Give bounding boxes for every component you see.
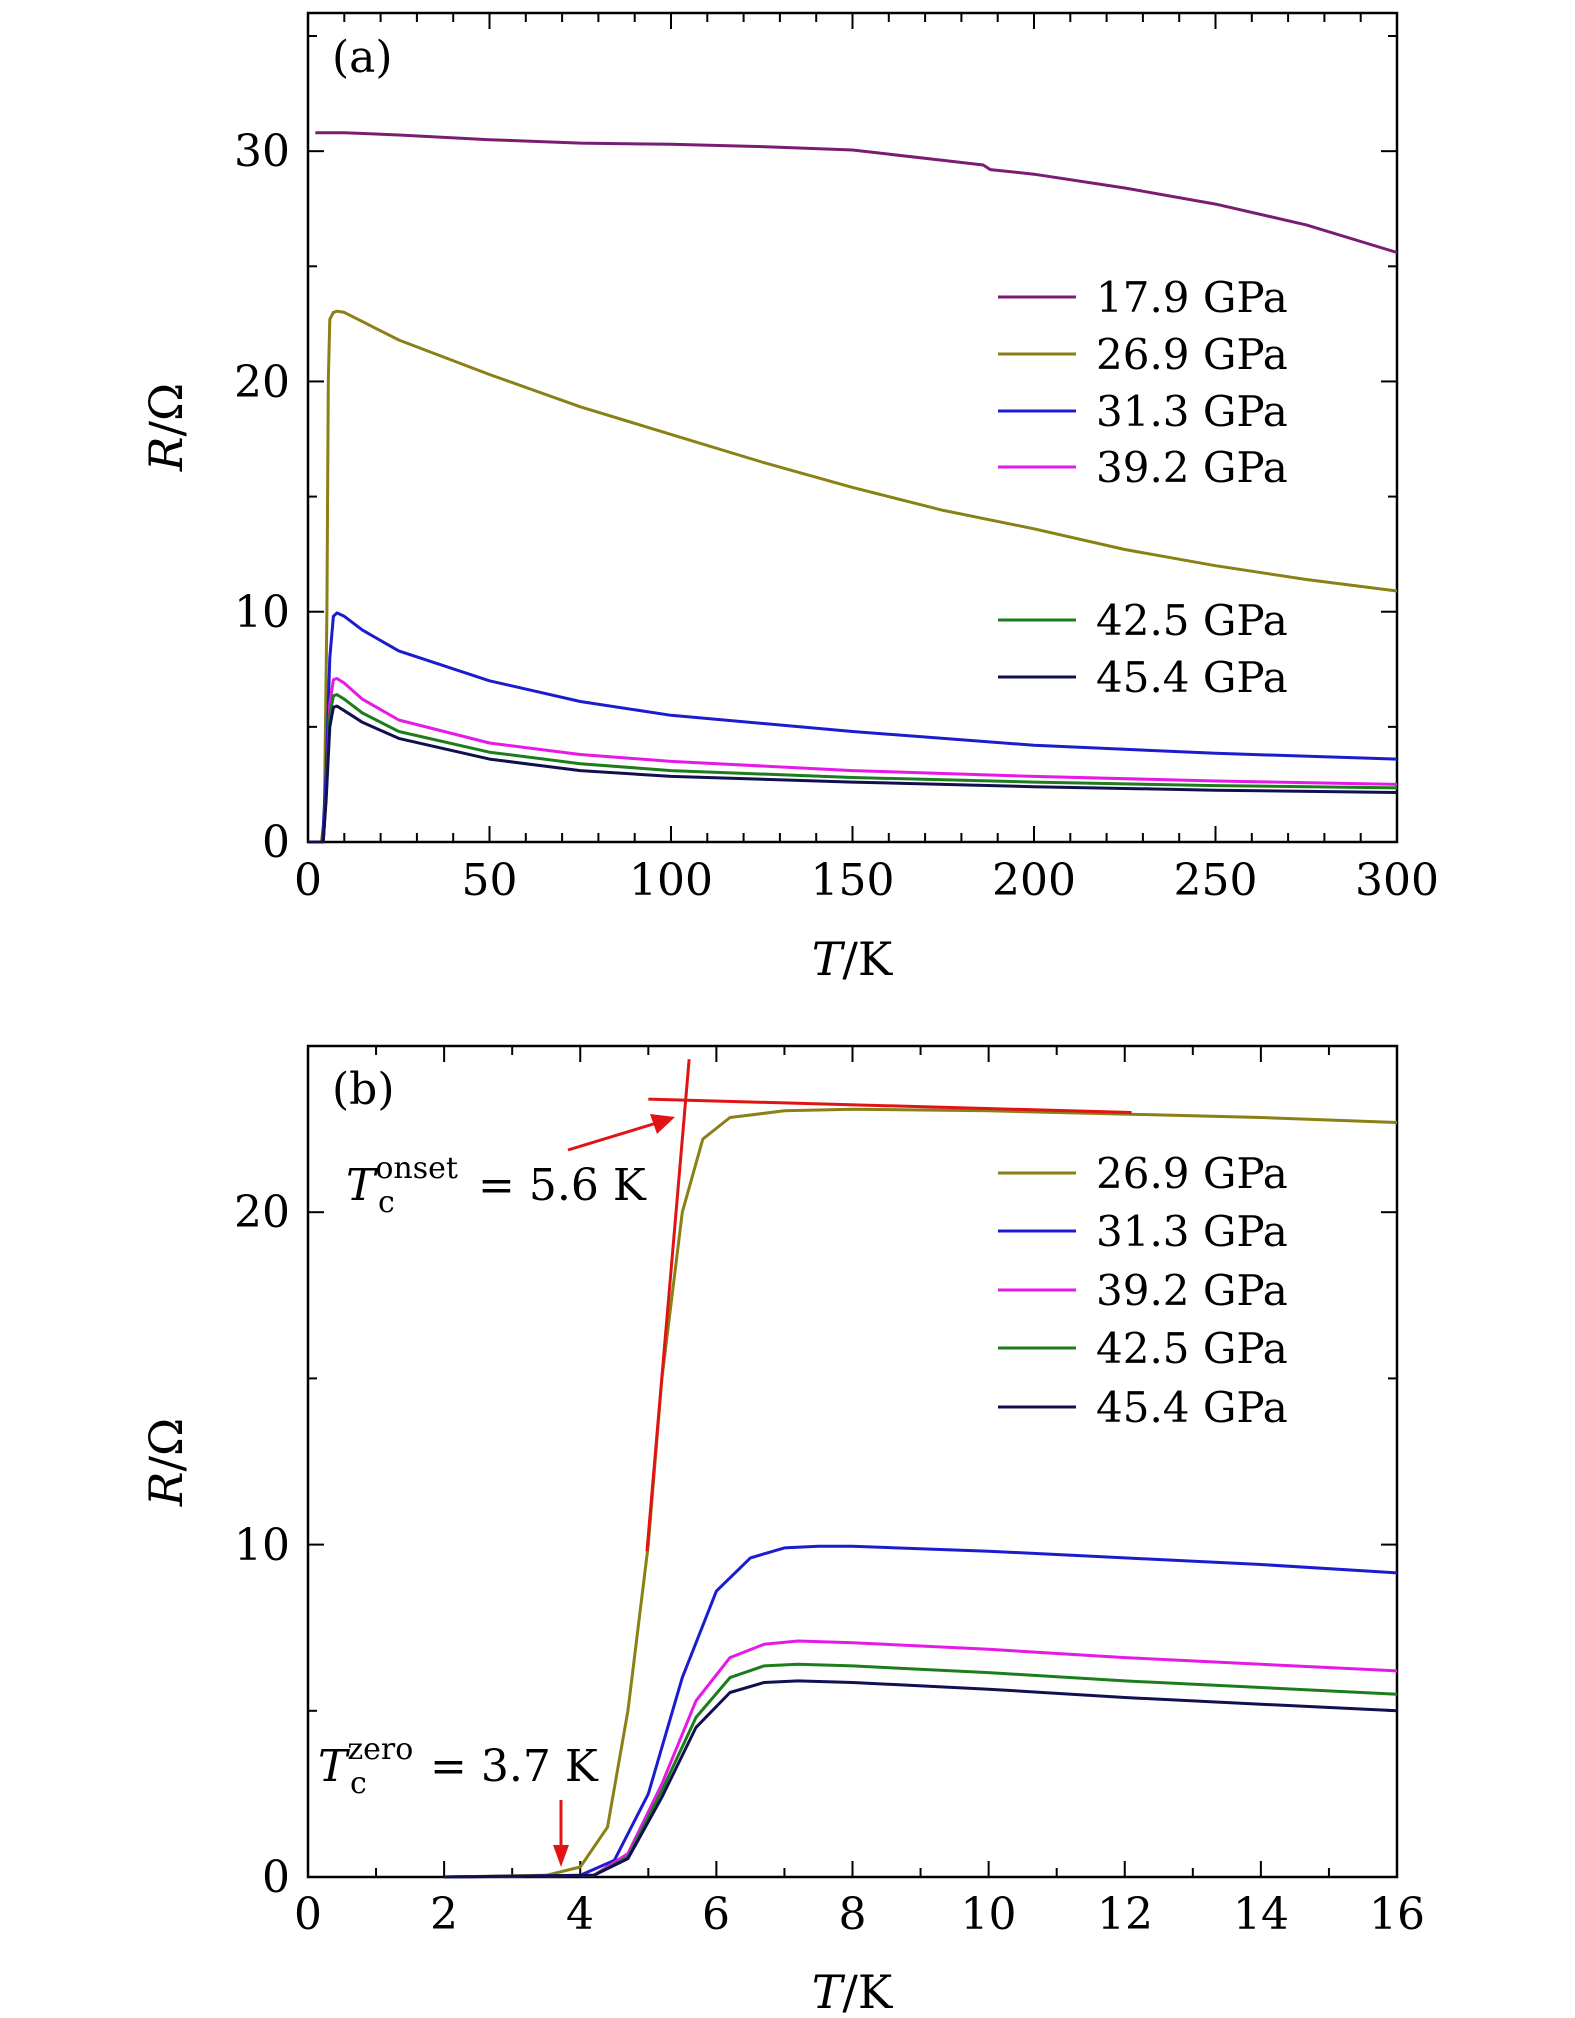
x-tick-label: 100 (629, 855, 713, 906)
series-line-31-3-gpa (444, 1544, 1398, 1879)
x-tick-labels-a: 0 50 100 150 200 250 300 (294, 855, 1439, 906)
legend-label: 42.5 GPa (1096, 1324, 1288, 1373)
x-tick-label: 2 (430, 1889, 458, 1940)
series-group-a (308, 131, 1398, 844)
tc-onset-label: Tonset (346, 1151, 458, 1211)
panel-label-b: (b) (332, 1064, 395, 1115)
legend-a: 17.9 GPa 26.9 GPa 31.3 GPa 39.2 GPa 42.5 GPa… (998, 273, 1288, 702)
y-tick-label: 10 (234, 587, 290, 638)
x-tick-label: 4 (566, 1889, 594, 1940)
y-tick-label: 0 (262, 1852, 290, 1903)
x-tick-label: 16 (1369, 1889, 1425, 1940)
series-line-45-4-gpa (308, 704, 1398, 844)
series-line-26-9-gpa (308, 309, 1398, 844)
fit-line (648, 1097, 1132, 1114)
legend-label: 26.9 GPa (1096, 1149, 1288, 1198)
series-line-31-3-gpa (308, 611, 1398, 844)
legend-b: 26.9 GPa 31.3 GPa 39.2 GPa 42.5 GPa 45.4 GPa (998, 1149, 1288, 1432)
y-tick-labels-a: 0 10 20 30 (234, 126, 290, 868)
tc-onset-arrow-line (567, 1120, 661, 1152)
tc-zero-subscript: c (350, 1766, 367, 1801)
y-axis-title-a: R/Ω (139, 383, 193, 472)
legend-label: 45.4 GPa (1096, 653, 1288, 702)
x-tick-label: 150 (811, 855, 895, 906)
fit-lines-b (645, 1059, 1132, 1552)
panel-b: 0 2 4 6 8 10 12 14 16 0 10 20 T/K R/Ω (b… (139, 1044, 1425, 2018)
x-axis-title-a: T/K (812, 932, 894, 986)
series-line-42-5-gpa (308, 693, 1398, 844)
series-line-45-4-gpa (444, 1679, 1398, 1879)
tc-zero-annotation: Tzero c = 3.7 K (318, 1732, 599, 1867)
legend-label: 31.3 GPa (1096, 1207, 1288, 1256)
legend-label: 39.2 GPa (1096, 1266, 1288, 1315)
x-tick-label: 0 (294, 1889, 322, 1940)
x-tick-label: 14 (1233, 1889, 1289, 1940)
legend-label: 17.9 GPa (1096, 273, 1288, 322)
x-axis-title-b: T/K (812, 1965, 894, 2018)
x-tick-label: 12 (1097, 1889, 1153, 1940)
legend-label: 39.2 GPa (1096, 443, 1288, 492)
tc-zero-value: = 3.7 K (430, 1741, 599, 1792)
series-line-26-9-gpa (444, 1107, 1398, 1879)
series-line-39-2-gpa (444, 1639, 1398, 1879)
x-tick-label: 10 (961, 1889, 1017, 1940)
y-tick-labels-b: 0 10 20 (234, 1187, 290, 1903)
tc-onset-arrow-head (650, 1114, 675, 1134)
tick-marks-a (307, 13, 1398, 843)
legend-label: 26.9 GPa (1096, 330, 1288, 379)
x-tick-label: 0 (294, 855, 322, 906)
tc-onset-subscript: c (378, 1185, 395, 1220)
y-axis-title-b: R/Ω (139, 1418, 193, 1507)
x-tick-label: 50 (462, 855, 518, 906)
y-tick-label: 0 (262, 817, 290, 868)
series-line-17-9-gpa (315, 131, 1398, 254)
y-tick-label: 10 (234, 1520, 290, 1571)
y-tick-label: 30 (234, 126, 290, 177)
x-tick-label: 8 (839, 1889, 867, 1940)
y-tick-label: 20 (234, 357, 290, 408)
legend-label: 42.5 GPa (1096, 596, 1288, 645)
y-tick-label: 20 (234, 1187, 290, 1238)
x-tick-label: 200 (992, 855, 1076, 906)
legend-label: 45.4 GPa (1096, 1383, 1288, 1432)
tick-marks-b (307, 1045, 1398, 1878)
tc-onset-value: = 5.6 K (478, 1160, 647, 1211)
panel-a: 0 50 100 150 200 250 300 0 10 20 30 T/K … (139, 11, 1439, 986)
x-tick-label: 6 (702, 1889, 730, 1940)
legend-label: 31.3 GPa (1096, 387, 1288, 436)
x-tick-label: 300 (1355, 855, 1439, 906)
panel-label-a: (a) (332, 32, 393, 83)
tc-onset-annotation: Tonset c = 5.6 K (346, 1114, 675, 1220)
x-tick-label: 250 (1174, 855, 1258, 906)
tc-zero-label: Tzero (318, 1732, 413, 1792)
fit-line (645, 1059, 691, 1552)
series-group-b (444, 1107, 1398, 1879)
x-tick-labels-b: 0 2 4 6 8 10 12 14 16 (294, 1889, 1425, 1940)
tc-zero-arrow-head (553, 1845, 569, 1867)
series-line-39-2-gpa (308, 677, 1398, 844)
